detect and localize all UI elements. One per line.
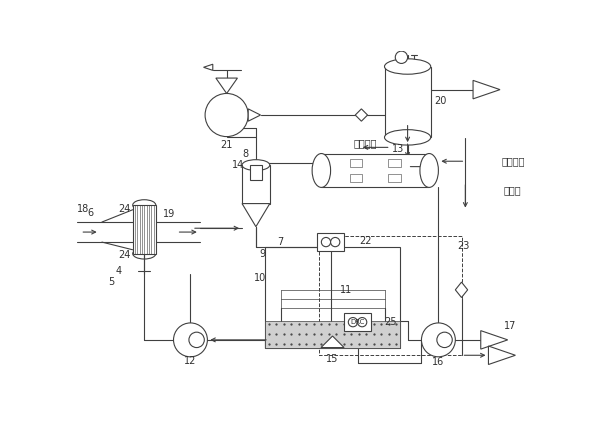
Text: 23: 23 [457, 241, 469, 251]
Bar [317, 233, 344, 251]
Text: 10: 10 [254, 273, 266, 283]
Bar [388, 159, 401, 167]
Bar [250, 165, 262, 181]
Bar [385, 66, 431, 137]
Ellipse shape [242, 160, 270, 170]
Circle shape [437, 332, 452, 348]
Bar [350, 159, 362, 167]
Text: 18: 18 [77, 204, 89, 214]
Circle shape [189, 332, 205, 348]
Text: 19: 19 [163, 209, 175, 219]
Text: 17: 17 [504, 321, 516, 331]
Circle shape [322, 237, 331, 247]
Circle shape [421, 323, 455, 357]
Circle shape [358, 317, 367, 327]
Text: 16: 16 [432, 357, 445, 367]
Text: 13: 13 [392, 144, 404, 154]
Text: 8: 8 [243, 149, 249, 158]
Text: 14: 14 [232, 160, 244, 170]
Polygon shape [216, 78, 238, 93]
Text: 11: 11 [340, 285, 352, 295]
Bar [388, 174, 401, 182]
Bar [133, 205, 156, 253]
Bar [322, 153, 429, 187]
Circle shape [173, 323, 208, 357]
Circle shape [349, 317, 358, 327]
Text: DRC: DRC [350, 319, 365, 325]
Text: 冷凝水: 冷凝水 [504, 185, 521, 195]
Polygon shape [248, 109, 260, 121]
Polygon shape [321, 336, 344, 348]
Text: 6: 6 [87, 208, 94, 218]
Text: 24: 24 [118, 250, 130, 260]
Text: 循环上水: 循环上水 [502, 156, 525, 166]
Polygon shape [481, 331, 508, 349]
Text: 循环回水: 循环回水 [353, 138, 377, 148]
Ellipse shape [385, 130, 431, 145]
Text: 22: 22 [359, 236, 371, 246]
Polygon shape [473, 81, 500, 99]
Text: 20: 20 [434, 96, 446, 106]
Text: 9: 9 [260, 249, 266, 259]
Ellipse shape [312, 153, 331, 187]
Polygon shape [455, 282, 467, 297]
Polygon shape [488, 346, 515, 365]
Ellipse shape [133, 200, 156, 210]
Text: 4: 4 [116, 265, 122, 276]
Bar [242, 165, 270, 204]
Polygon shape [203, 64, 213, 70]
Bar [265, 248, 400, 348]
Text: 7: 7 [277, 237, 284, 247]
Polygon shape [355, 109, 368, 121]
Ellipse shape [133, 248, 156, 259]
Polygon shape [242, 204, 270, 227]
Text: 12: 12 [184, 356, 197, 366]
Ellipse shape [385, 59, 431, 74]
Bar [344, 313, 371, 331]
Bar [319, 236, 461, 355]
Text: 25: 25 [385, 317, 397, 327]
Circle shape [331, 237, 340, 247]
Text: 21: 21 [220, 140, 233, 150]
Ellipse shape [420, 153, 439, 187]
Bar [350, 174, 362, 182]
Circle shape [205, 93, 248, 137]
Text: 5: 5 [108, 277, 114, 287]
Bar [265, 321, 400, 348]
Circle shape [395, 51, 407, 63]
Text: 24: 24 [118, 204, 130, 214]
Text: 15: 15 [326, 354, 339, 364]
